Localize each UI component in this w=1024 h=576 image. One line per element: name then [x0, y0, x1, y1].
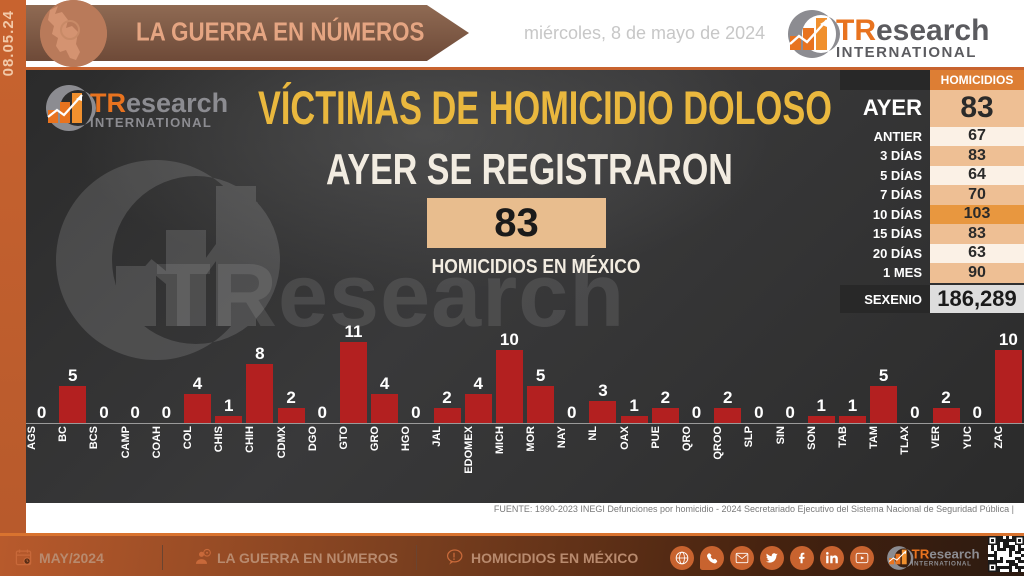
- svg-text:INTERNATIONAL: INTERNATIONAL: [912, 560, 972, 567]
- svg-text:TResearch: TResearch: [836, 14, 989, 47]
- svg-text:TResearch: TResearch: [90, 88, 228, 118]
- svg-text:TResearch: TResearch: [912, 546, 980, 561]
- svg-text:INTERNATIONAL: INTERNATIONAL: [836, 44, 977, 61]
- svg-text:INTERNATIONAL: INTERNATIONAL: [90, 115, 212, 130]
